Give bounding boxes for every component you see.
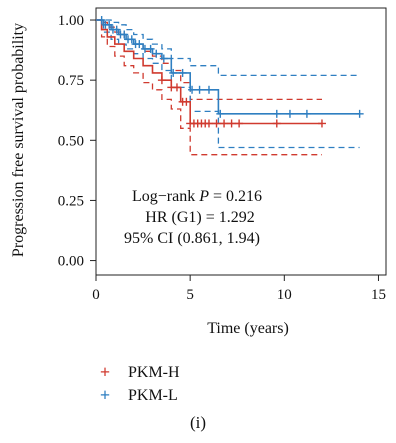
hazard-ratio-annotation: HR (G1) = 1.292 — [145, 209, 254, 226]
censor-mark-pkm-h — [157, 76, 166, 85]
censor-mark-pkm-l — [302, 109, 311, 118]
chart-plot-area: 0.00 0.25 0.50 0.75 1.00 0 5 10 15 Progression f… — [10, 7, 387, 337]
x-tick-label: 0 — [92, 287, 100, 303]
confidence-interval-annotation: 95% CI (0.861, 1.94) — [124, 230, 260, 247]
x-tick-label: 5 — [186, 287, 194, 303]
x-tick-label: 10 — [277, 287, 292, 303]
censor-mark-pkm-l — [216, 109, 225, 118]
censor-mark-pkm-l — [272, 109, 281, 118]
x-axis-label: Time (years) — [207, 320, 289, 337]
censor-mark-pkm-l — [204, 85, 213, 94]
censor-mark-pkm-h — [204, 119, 213, 128]
y-tick-label: 0.00 — [58, 254, 84, 270]
censor-mark-pkm-h — [235, 119, 244, 128]
plot-frame — [95, 7, 387, 276]
censor-mark-pkm-h — [227, 119, 236, 128]
legend-marker-pkm-l: + — [99, 385, 111, 405]
censor-mark-pkm-l — [355, 109, 364, 118]
censor-mark-pkm-h — [272, 119, 281, 128]
legend-item-pkm-l: + PKM-L — [96, 385, 178, 406]
ci-lower-pkm-h — [96, 19, 322, 156]
y-tick-label: 0.50 — [58, 133, 84, 149]
censor-mark-pkm-l — [120, 30, 129, 39]
censor-mark-pkm-h — [220, 119, 229, 128]
censor-mark-pkm-l — [152, 49, 161, 58]
survival-curve-pkm-l — [96, 19, 360, 115]
x-tick-label: 15 — [371, 287, 386, 303]
panel-label: (i) — [189, 413, 207, 432]
legend-marker-pkm-h: + — [99, 362, 111, 382]
ci-lower-pkm-l — [96, 19, 360, 149]
censor-mark-pkm-l — [285, 109, 294, 118]
y-tick-label: 0.25 — [58, 193, 84, 209]
y-tick-label: 1.00 — [58, 13, 84, 29]
censor-mark-pkm-h — [212, 119, 221, 128]
legend-label-pkm-h: PKM-H — [128, 363, 180, 381]
censor-mark-pkm-l — [112, 25, 121, 34]
y-tick-label: 0.75 — [58, 73, 84, 89]
censor-mark-pkm-l — [127, 35, 136, 44]
censor-mark-pkm-l — [169, 68, 178, 77]
censor-mark-pkm-l — [178, 68, 187, 77]
censor-mark-pkm-l — [146, 44, 155, 53]
y-axis-label: Progression free survival probability — [10, 23, 27, 257]
censor-mark-pkm-h — [182, 97, 191, 106]
censor-mark-pkm-l — [135, 40, 144, 49]
legend-item-pkm-h: + PKM-H — [96, 362, 180, 383]
logrank-annotation: Log−rank P = 0.216 — [132, 188, 262, 205]
censor-mark-pkm-l — [188, 85, 197, 94]
censor-mark-pkm-l — [159, 54, 168, 63]
censor-mark-pkm-l — [195, 85, 204, 94]
censor-mark-pkm-l — [97, 16, 106, 25]
survival-curve-pkm-h — [96, 19, 322, 125]
censor-mark-pkm-l — [105, 20, 114, 29]
ci-upper-pkm-l — [96, 19, 360, 77]
censor-mark-pkm-h — [317, 119, 326, 128]
censor-mark-pkm-h — [172, 83, 181, 92]
legend-label-pkm-l: PKM-L — [128, 386, 178, 404]
stats-annotation: Log−rank P = 0.216 HR (G1) = 1.292 95% C… — [124, 188, 262, 247]
